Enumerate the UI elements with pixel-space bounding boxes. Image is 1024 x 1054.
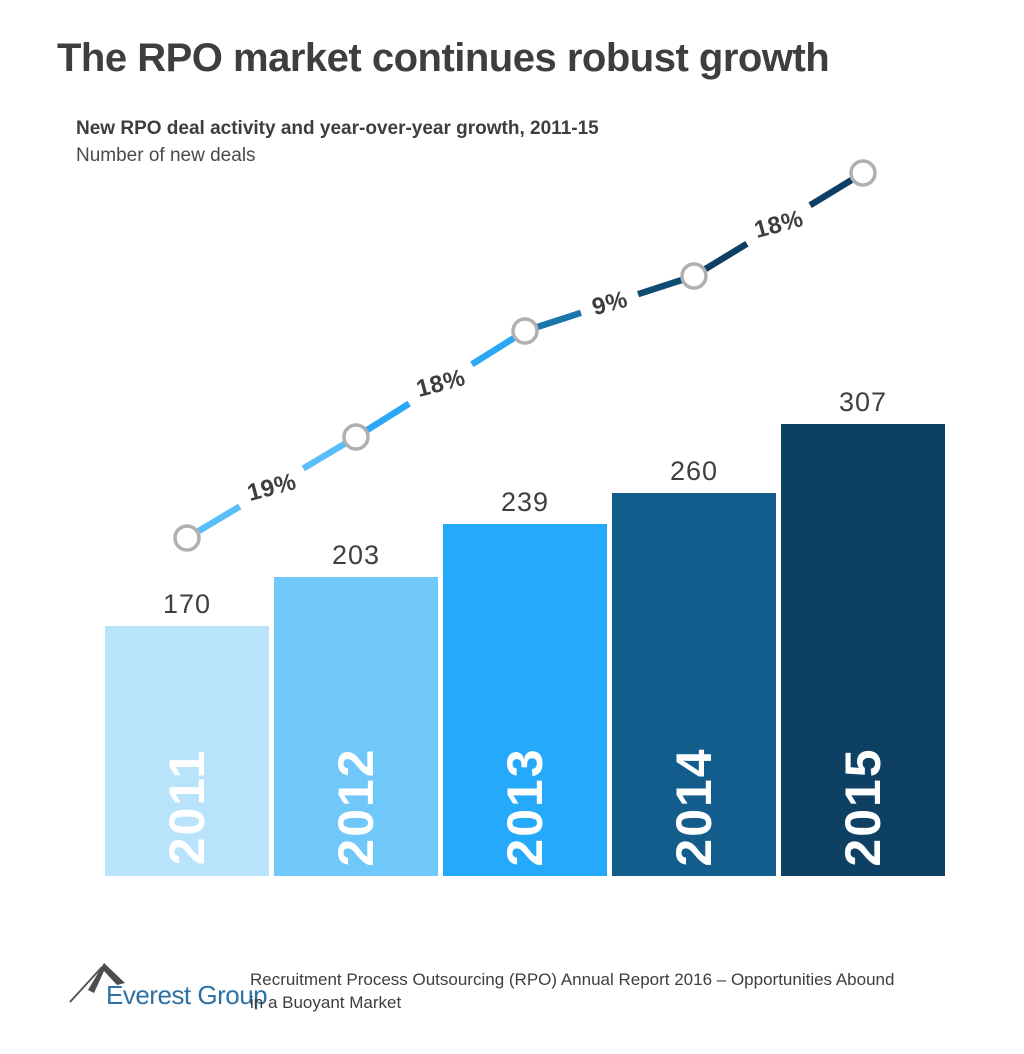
logo-mountain-peak [88,963,125,993]
growth-line-marker [342,423,370,451]
footer: Everest Group Recruitment Process Outsou… [0,950,1024,1030]
everest-group-logo-text: Everest Group [106,980,268,1010]
bar-2011: 170 2011 [105,589,269,876]
bar-value-2011: 170 [162,588,212,619]
bar-value-2012: 203 [331,540,381,571]
bar-2015: 307 2015 [781,387,945,876]
growth-line-marker [511,317,539,345]
source-citation: Recruitment Process Outsourcing (RPO) An… [250,968,970,1014]
bar-value-2013: 239 [500,487,550,518]
bar-value-2014: 260 [669,456,719,487]
growth-line-marker [680,262,708,290]
everest-group-logo-icon [69,963,125,1003]
bar-2012: 203 2012 [274,540,438,876]
growth-line-marker [173,524,201,552]
chart-subtitle: New RPO deal activity and year-over-year… [76,118,599,139]
growth-line-marker [849,159,877,187]
page-title: The RPO market continues robust growth [57,36,830,80]
bar-value-2015: 307 [838,387,888,417]
source-citation-line2: in a Buoyant Market [250,993,402,1012]
source-citation-line1: Recruitment Process Outsourcing (RPO) An… [250,970,895,989]
bar-2013: 239 2013 [443,487,607,876]
logo-mountain-ridge-line [69,966,103,1003]
chart-unit-note: Number of new deals [76,145,256,166]
bar-2014: 260 2014 [612,456,776,876]
